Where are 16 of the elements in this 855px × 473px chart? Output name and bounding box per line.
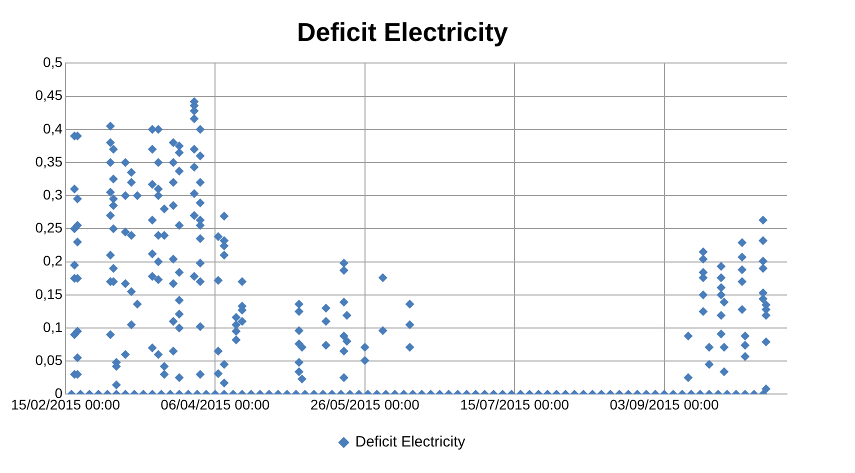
y-tick-label: 0,2 — [43, 252, 63, 269]
y-tick-label: 0,3 — [43, 186, 63, 202]
y-tick-label: 0,05 — [35, 352, 63, 368]
x-tick-label: 03/09/2015 00:00 — [610, 396, 719, 412]
y-tick-label: 0,25 — [35, 220, 63, 236]
y-tick-label: 0,1 — [43, 318, 63, 335]
legend-label: Deficit Electricity — [355, 434, 466, 451]
x-tick-label: 26/05/2015 00:00 — [310, 396, 420, 412]
y-tick-label: 0,15 — [35, 286, 63, 302]
x-tick-label: 06/04/2015 00:00 — [160, 396, 270, 412]
y-tick-label: 0,35 — [35, 153, 63, 170]
y-tick-label: 0,45 — [35, 87, 63, 104]
x-tick-label: 15/07/2015 00:00 — [460, 396, 570, 412]
y-tick-label: 0,5 — [43, 54, 63, 70]
y-tick-label: 0,4 — [43, 120, 63, 136]
chart-title: Deficit Electricity — [297, 16, 509, 47]
